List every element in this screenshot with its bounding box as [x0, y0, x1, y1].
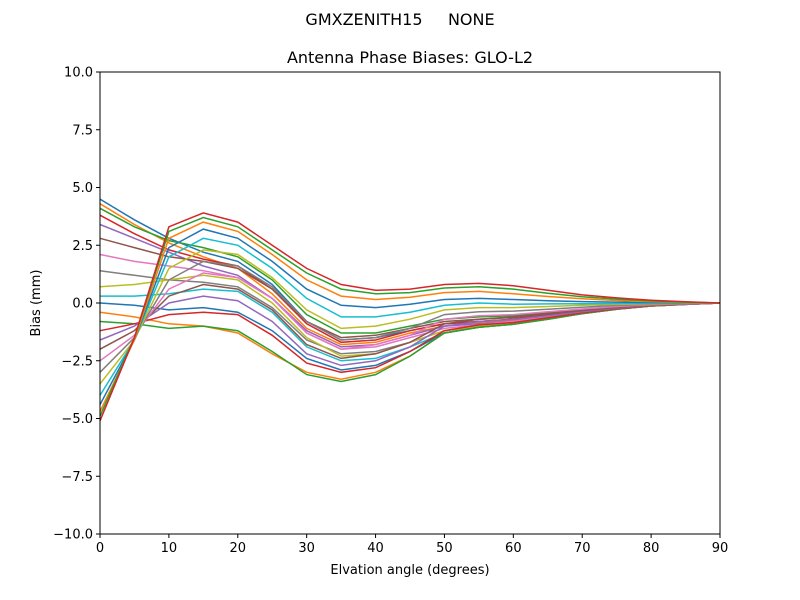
x-tick-label: 70 — [574, 541, 591, 556]
y-tick-label: 7.5 — [72, 123, 93, 138]
series-line — [99, 221, 721, 412]
y-tick-label: −10.0 — [53, 528, 93, 543]
axes-title: Antenna Phase Biases: GLO-L2 — [286, 48, 534, 67]
x-tick-label: 0 — [96, 541, 104, 556]
series-line — [99, 302, 721, 380]
series-line — [99, 260, 721, 373]
x-axis-ticks: 0 10 20 30 40 50 60 70 80 90 — [96, 534, 728, 556]
figure-suptitle: GMXZENITH15 NONE — [305, 10, 495, 29]
x-tick-label: 50 — [436, 541, 453, 556]
y-tick-label: 10.0 — [64, 66, 93, 81]
x-tick-label: 30 — [298, 541, 315, 556]
series-line — [99, 203, 721, 346]
series-line — [99, 216, 721, 417]
y-tick-label: −2.5 — [61, 354, 93, 369]
x-tick-label: 60 — [505, 541, 522, 556]
series-line — [99, 249, 721, 385]
x-tick-label: 90 — [712, 541, 729, 556]
x-axis-label: Elvation angle (degrees) — [330, 563, 489, 578]
series-line — [99, 283, 721, 360]
y-axis-label: Bias (mm) — [29, 270, 44, 337]
x-tick-label: 10 — [161, 541, 178, 556]
y-tick-label: −7.5 — [61, 470, 93, 485]
y-axis-ticks: −10.0 −7.5 −5.0 −2.5 0.0 2.5 5.0 7.5 10.0 — [53, 66, 100, 543]
y-tick-label: 2.5 — [72, 239, 93, 254]
y-tick-label: −5.0 — [61, 412, 93, 427]
series-line — [99, 228, 721, 405]
x-tick-label: 40 — [367, 541, 384, 556]
data-lines — [99, 198, 721, 422]
x-tick-label: 20 — [230, 541, 247, 556]
y-tick-label: 5.0 — [72, 181, 93, 196]
series-line — [99, 237, 720, 396]
series-line — [99, 272, 721, 362]
series-line — [99, 212, 721, 422]
y-tick-label: 0.0 — [72, 297, 93, 312]
x-tick-label: 80 — [643, 541, 660, 556]
